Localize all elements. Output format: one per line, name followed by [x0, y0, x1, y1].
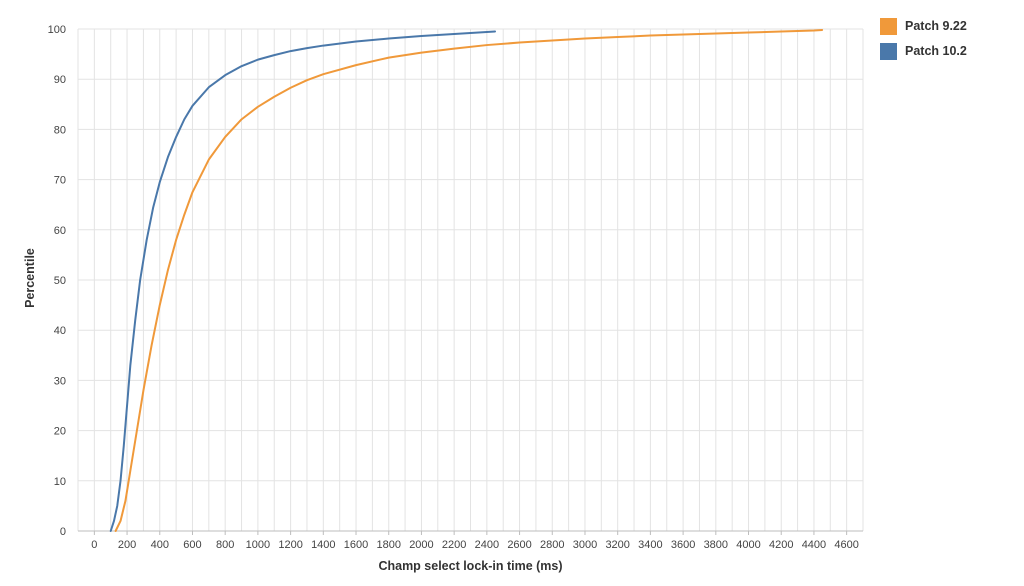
y-tick-label: 50	[54, 275, 66, 287]
x-tick-label: 2600	[507, 539, 531, 551]
chart-legend: Patch 9.22 Patch 10.2	[880, 17, 967, 67]
legend-label: Patch 10.2	[905, 44, 967, 58]
x-tick-label: 2200	[442, 539, 466, 551]
x-tick-label: 3800	[704, 539, 728, 551]
y-tick-label: 30	[54, 375, 66, 387]
legend-label: Patch 9.22	[905, 19, 967, 33]
y-tick-label: 100	[48, 24, 66, 36]
x-tick-label: 1600	[344, 539, 368, 551]
x-tick-label: 4000	[736, 539, 760, 551]
series-line-patch-9-22	[114, 29, 824, 532]
y-tick-label: 80	[54, 124, 66, 136]
axis-layer: 0 200 400 600 800 1000 1200 1400 1600 1800 2000 220…	[48, 24, 863, 551]
x-tick-label: 2400	[475, 539, 499, 551]
x-tick-label: 400	[151, 539, 169, 551]
legend-swatch	[880, 17, 897, 35]
x-tick-label: 1200	[278, 539, 302, 551]
legend-item-patch-9-22[interactable]: Patch 9.22	[880, 17, 967, 35]
x-tick-label: 1800	[376, 539, 400, 551]
y-tick-label: 20	[54, 426, 66, 438]
series-line-patch-10-2	[109, 30, 497, 532]
x-tick-label: 4600	[834, 539, 858, 551]
y-tick-label: 0	[60, 526, 66, 538]
x-tick-label: 600	[183, 539, 201, 551]
x-tick-label: 200	[118, 539, 136, 551]
y-tick-label: 70	[54, 175, 66, 187]
legend-swatch	[880, 42, 897, 60]
y-tick-label: 10	[54, 476, 66, 488]
x-tick-label: 3400	[638, 539, 662, 551]
x-tick-label: 0	[91, 539, 97, 551]
series-layer	[109, 29, 824, 532]
x-tick-label: 4400	[802, 539, 826, 551]
y-tick-label: 60	[54, 225, 66, 237]
grid-layer	[77, 28, 864, 532]
y-tick-label: 40	[54, 325, 66, 337]
legend-item-patch-10-2[interactable]: Patch 10.2	[880, 42, 967, 60]
y-axis-title: Percentile	[23, 248, 37, 308]
x-tick-label: 1000	[246, 539, 270, 551]
x-tick-label: 3000	[573, 539, 597, 551]
x-tick-label: 2000	[409, 539, 433, 551]
x-tick-label: 800	[216, 539, 234, 551]
x-tick-label: 4200	[769, 539, 793, 551]
x-axis-title: Champ select lock-in time (ms)	[378, 559, 562, 573]
x-tick-label: 1400	[311, 539, 335, 551]
x-tick-label: 2800	[540, 539, 564, 551]
y-tick-label: 90	[54, 74, 66, 86]
x-tick-label: 3600	[671, 539, 695, 551]
x-tick-label: 3200	[605, 539, 629, 551]
